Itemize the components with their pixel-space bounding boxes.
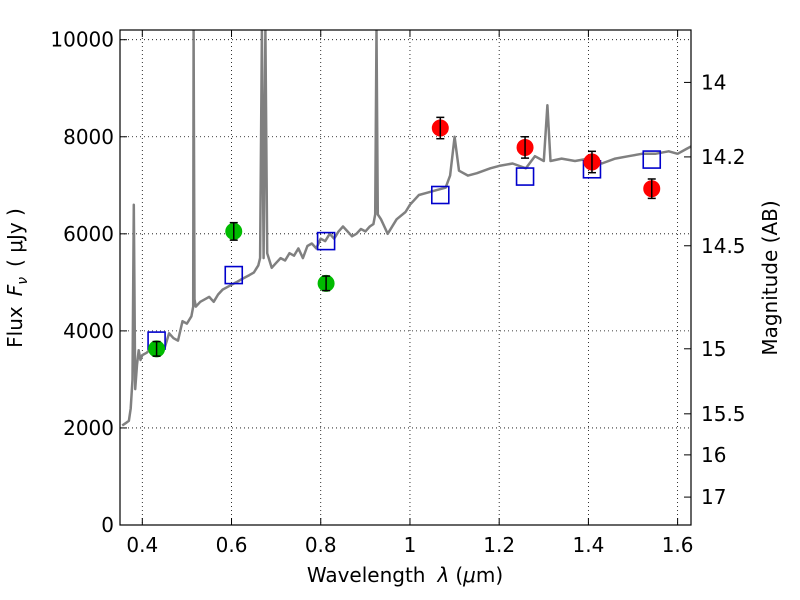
x-tick-label: 1 <box>404 533 417 557</box>
spectrum-line <box>121 30 691 427</box>
series-layer <box>121 30 691 427</box>
x-tick-label: 0.6 <box>216 533 248 557</box>
model-square-marker <box>515 167 535 186</box>
model-square-marker <box>224 265 244 285</box>
y-tick-label: 4000 <box>63 319 114 343</box>
x-tick-label: 1.6 <box>662 533 694 557</box>
plot-frame <box>119 29 692 526</box>
model-square-marker <box>430 185 450 205</box>
ticks: 0.4 0.6 0.8 1 1.2 1.4 1.6 0 2000 4000 6000 8000 1000… <box>50 28 745 557</box>
y2-tick-label: 15.5 <box>701 402 746 426</box>
y-tick-label: 8000 <box>63 125 114 149</box>
y2-tick-label: 16 <box>701 443 726 467</box>
model-square-marker <box>316 231 336 251</box>
y2-tick-label: 14.5 <box>701 234 746 258</box>
x-tick-label: 1.2 <box>483 533 515 557</box>
y-tick-label: 10000 <box>50 28 114 52</box>
y2-tick-label: 15 <box>701 337 726 361</box>
x-tick-label: 0.4 <box>126 533 158 557</box>
y-axis-title: FluxFν( μJy ) <box>3 208 31 348</box>
y-tick-label: 0 <box>101 513 114 537</box>
model-square-marker <box>642 150 662 169</box>
grid <box>120 30 691 526</box>
y-tick-label: 2000 <box>63 416 114 440</box>
y2-axis-title: Magnitude (AB) <box>758 200 782 355</box>
x-axis-title: Wavelength λ (μm) <box>307 563 503 587</box>
y-tick-label: 6000 <box>63 222 114 246</box>
y2-tick-label: 14.2 <box>701 145 746 169</box>
x-tick-label: 0.8 <box>305 533 337 557</box>
y2-tick-label: 17 <box>701 485 726 509</box>
y2-tick-label: 14 <box>701 70 726 94</box>
x-tick-label: 1.4 <box>572 533 604 557</box>
